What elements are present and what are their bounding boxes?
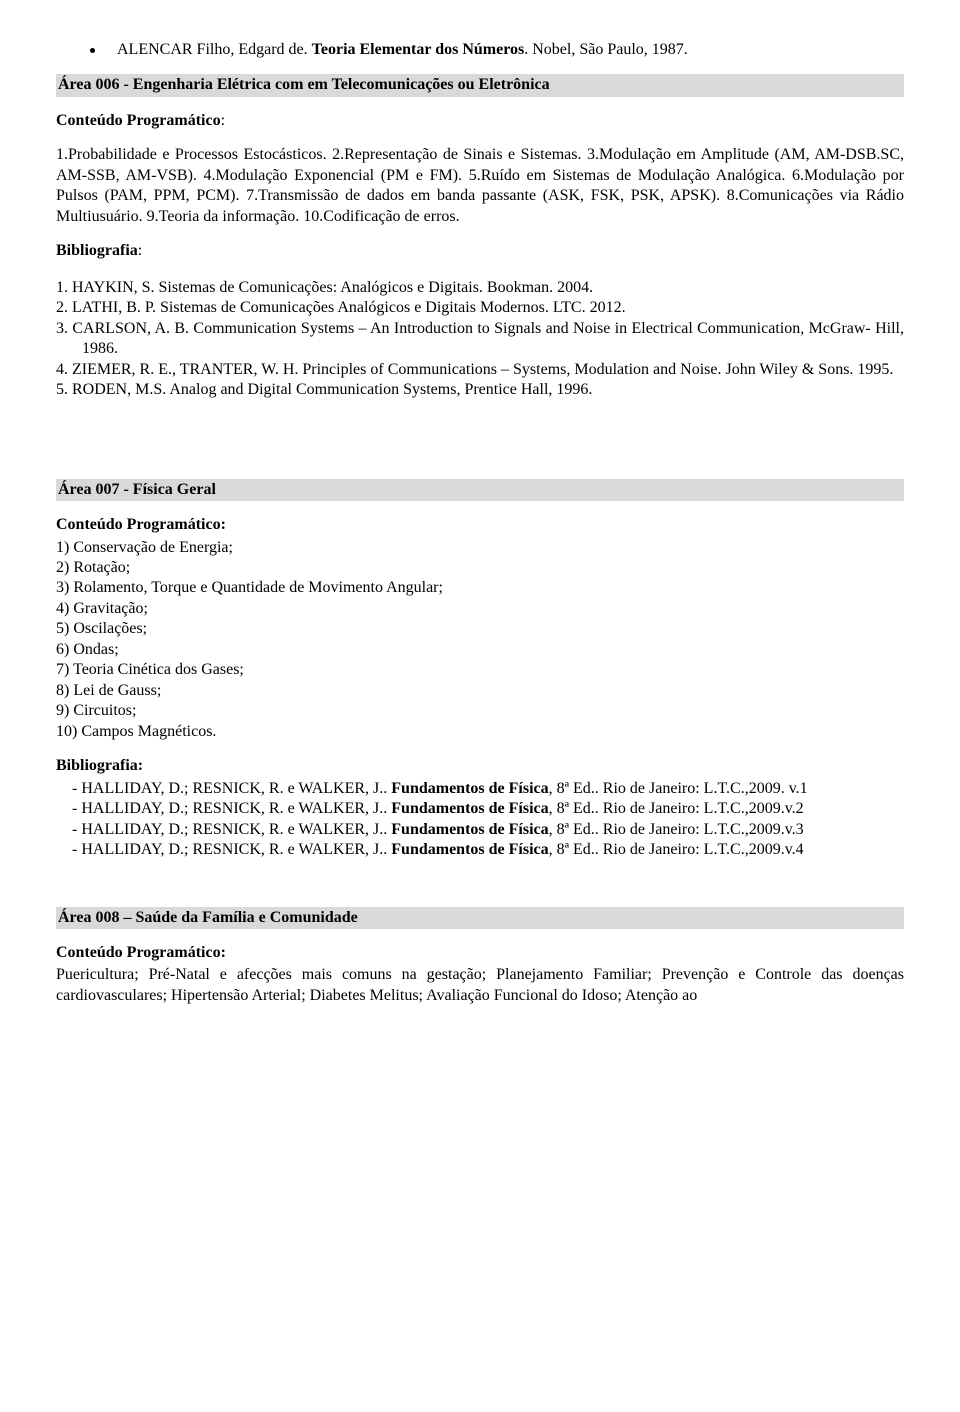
dash: - [72,780,81,797]
biblio-item: 1. HAYKIN, S. Sistemas de Comunicações: … [56,278,904,298]
area-006-header: Área 006 - Engenharia Elétrica com em Te… [56,74,904,96]
biblio-item: 5. RODEN, M.S. Analog and Digital Commun… [56,380,904,400]
dash: - [72,800,81,817]
biblio-item: 2. LATHI, B. P. Sistemas de Comunicações… [56,298,904,318]
area-007-header: Área 007 - Física Geral [56,479,904,501]
biblio-item: 3. CARLSON, A. B. Communication Systems … [56,319,904,360]
conteudo-label: Conteúdo Programático [56,112,221,129]
post: , 8ª Ed.. Rio de Janeiro: L.T.C.,2009.v.… [549,800,804,817]
spacer [56,879,904,897]
area-008-conteudo-body: Puericultura; Pré-Natal e afecções mais … [56,965,904,1006]
spacer [56,262,904,276]
list-item: 10) Campos Magnéticos. [56,722,904,742]
bold-title: Fundamentos de Física [391,800,548,817]
list-item: 3) Rolamento, Torque e Quantidade de Mov… [56,578,904,598]
biblio-item: - HALLIDAY, D.; RESNICK, R. e WALKER, J.… [56,779,904,799]
ref-suffix: . Nobel, São Paulo, 1987. [524,41,688,58]
area-007-biblio-label: Bibliografia: [56,756,904,776]
bold-title: Fundamentos de Física [391,780,548,797]
post: , 8ª Ed.. Rio de Janeiro: L.T.C.,2009. v… [549,780,808,797]
spacer [56,861,904,879]
list-item: 8) Lei de Gauss; [56,681,904,701]
area-007-conteudo-label: Conteúdo Programático: [56,515,904,535]
area-006-biblio-list: 1. HAYKIN, S. Sistemas de Comunicações: … [56,278,904,401]
area-007-items: 1) Conservação de Energia; 2) Rotação; 3… [56,538,904,743]
bold-title: Fundamentos de Física [391,821,548,838]
list-item: 5) Oscilações; [56,619,904,639]
biblio-item: - HALLIDAY, D.; RESNICK, R. e WALKER, J.… [56,840,904,860]
biblio-item: 4. ZIEMER, R. E., TRANTER, W. H. Princip… [56,360,904,380]
area-008-header: Área 008 – Saúde da Família e Comunidade [56,907,904,929]
bullet-icon [90,48,95,53]
pre: HALLIDAY, D.; RESNICK, R. e WALKER, J.. [81,800,391,817]
area-007-biblio: Bibliografia: - HALLIDAY, D.; RESNICK, R… [56,756,904,860]
post: , 8ª Ed.. Rio de Janeiro: L.T.C.,2009.v.… [549,821,804,838]
pre: HALLIDAY, D.; RESNICK, R. e WALKER, J.. [81,821,391,838]
biblio-label: Bibliografia [56,242,138,259]
pre: HALLIDAY, D.; RESNICK, R. e WALKER, J.. [81,780,391,797]
list-item: 4) Gravitação; [56,599,904,619]
ref-title: Teoria Elementar dos Números [312,41,525,58]
area-006-conteudo-body: 1.Probabilidade e Processos Estocásticos… [56,145,904,227]
post: , 8ª Ed.. Rio de Janeiro: L.T.C.,2009.v.… [549,841,804,858]
area-006-conteudo-label: Conteúdo Programático: [56,111,904,131]
top-reference-text: ALENCAR Filho, Edgard de. Teoria Element… [117,40,688,60]
bold-title: Fundamentos de Física [391,841,548,858]
biblio-item: - HALLIDAY, D.; RESNICK, R. e WALKER, J.… [56,820,904,840]
colon: : [138,242,142,259]
colon: : [221,112,225,129]
list-item: 9) Circuitos; [56,701,904,721]
dash: - [72,841,81,858]
pre: HALLIDAY, D.; RESNICK, R. e WALKER, J.. [81,841,391,858]
list-item: 7) Teoria Cinética dos Gases; [56,660,904,680]
biblio-item: - HALLIDAY, D.; RESNICK, R. e WALKER, J.… [56,799,904,819]
list-item: 6) Ondas; [56,640,904,660]
ref-prefix: ALENCAR Filho, Edgard de. [117,41,312,58]
area-006-biblio-label: Bibliografia: [56,241,904,261]
area-008-conteudo-label: Conteúdo Programático: [56,943,904,963]
dash: - [72,821,81,838]
spacer [56,131,904,145]
list-item: 1) Conservação de Energia; [56,538,904,558]
list-item: 2) Rotação; [56,558,904,578]
top-reference: ALENCAR Filho, Edgard de. Teoria Element… [90,40,904,60]
